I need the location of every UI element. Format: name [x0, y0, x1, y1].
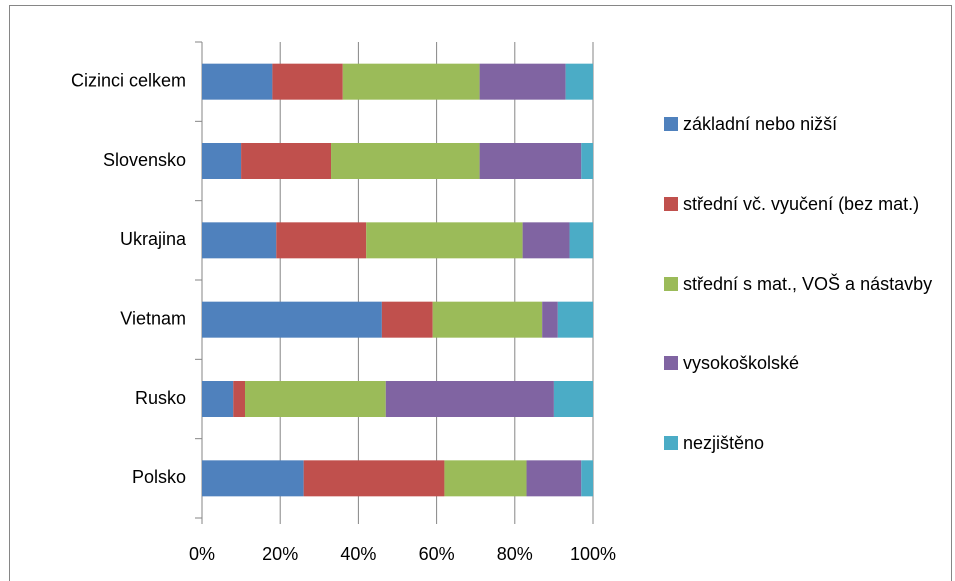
y-tick-label: Rusko — [135, 388, 186, 408]
bar-segment — [526, 460, 582, 497]
bar-segment — [276, 222, 367, 259]
x-tick-label: 0% — [189, 544, 215, 564]
legend-swatch — [664, 356, 678, 370]
y-tick-label: Polsko — [132, 467, 186, 487]
bar-segment — [444, 460, 527, 497]
bar-segment — [202, 143, 242, 179]
x-tick-label: 80% — [497, 544, 533, 564]
legend-label: vysokoškolské — [683, 353, 800, 373]
y-tick-label: Vietnam — [120, 308, 186, 328]
bar-segment — [331, 143, 480, 179]
y-tick-label: Ukrajina — [120, 229, 187, 249]
bar-segment — [581, 460, 593, 497]
legend-label: nezjištěno — [683, 433, 765, 453]
legend-item: střední s mat., VOŠ a nástavby — [664, 268, 939, 300]
x-tick-label: 20% — [262, 544, 298, 564]
legend-label: střední vč. vyučení (bez mat.) — [683, 194, 920, 214]
legend-item: nezjištěno — [664, 427, 939, 459]
bar-segment — [565, 63, 593, 100]
y-tick-label: Slovensko — [103, 150, 186, 170]
bar-segment — [479, 63, 566, 100]
legend-swatch — [664, 117, 678, 131]
bar-segment — [366, 222, 523, 259]
bar-segment — [432, 301, 543, 338]
legend-label: základní nebo nižší — [683, 114, 838, 134]
bar-segment — [245, 381, 386, 417]
x-tick-label: 100% — [570, 544, 616, 564]
bar-segment — [479, 143, 582, 179]
bar-segment — [557, 301, 593, 338]
bar-segment — [202, 63, 273, 100]
legend-label: střední s mat., VOŠ a nástavby — [683, 274, 933, 294]
bar-segment — [202, 381, 234, 417]
bar-segment — [202, 222, 277, 259]
bar-segment — [202, 301, 382, 338]
bar-segment — [553, 381, 593, 417]
bar-segment — [581, 143, 593, 179]
bar-segment — [233, 381, 246, 417]
bar-segment — [241, 143, 332, 179]
legend-swatch — [664, 277, 678, 291]
bar-segment — [522, 222, 570, 259]
bar-segment — [542, 301, 558, 338]
x-tick-label: 40% — [340, 544, 376, 564]
bar-segment — [202, 460, 304, 497]
x-tick-label: 60% — [419, 544, 455, 564]
legend-item: vysokoškolské — [664, 347, 939, 379]
legend-swatch — [664, 197, 678, 211]
bar-segment — [303, 460, 445, 497]
bar-segment — [272, 63, 343, 100]
y-tick-label: Cizinci celkem — [71, 70, 186, 90]
bar-segment — [381, 301, 433, 338]
legend-swatch — [664, 436, 678, 450]
bar-segment — [342, 63, 480, 100]
bar-segment — [569, 222, 593, 259]
legend-item: střední vč. vyučení (bez mat.) — [664, 188, 939, 220]
legend-item: základní nebo nižší — [664, 108, 939, 140]
bar-segment — [385, 381, 554, 417]
